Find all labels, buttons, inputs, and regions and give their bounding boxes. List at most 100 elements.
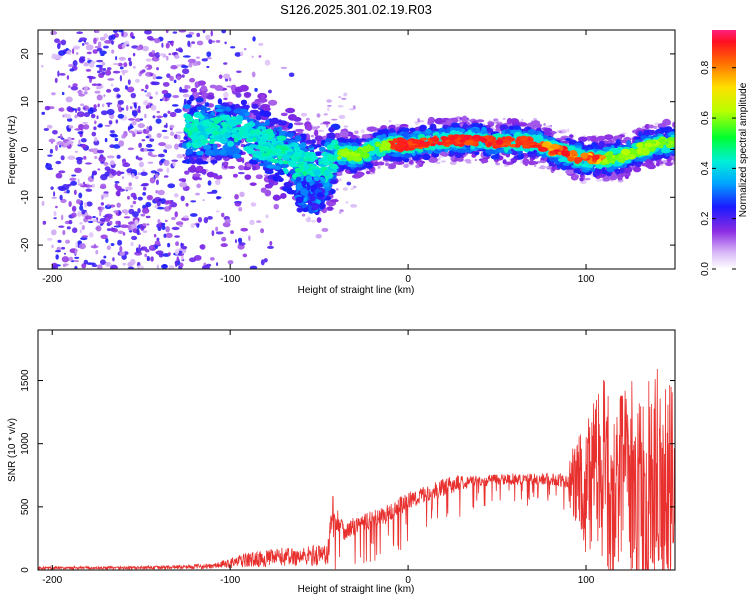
spectrogram-cell bbox=[596, 135, 606, 141]
spectrogram-cell bbox=[200, 105, 207, 112]
spectrogram-cell bbox=[146, 255, 150, 262]
spectrogram-cell bbox=[620, 132, 626, 135]
spectrogram-cell bbox=[167, 242, 171, 248]
spectrogram-cell bbox=[128, 60, 133, 67]
spectrogram-cell bbox=[155, 189, 159, 194]
spectrogram-cell bbox=[185, 148, 190, 156]
spectrogram-cell bbox=[206, 171, 215, 178]
spectrogram-cell bbox=[79, 205, 84, 211]
spectrogram-cell bbox=[195, 56, 200, 59]
spectrogram-cell bbox=[121, 135, 126, 139]
spectrogram-cell bbox=[117, 239, 123, 246]
spectrogram-cell bbox=[120, 224, 129, 229]
spectrogram-cell bbox=[306, 124, 313, 132]
spectrogram-cell bbox=[106, 155, 115, 159]
spectrogram-cell bbox=[284, 132, 295, 137]
spectrogram-cell bbox=[88, 76, 96, 80]
spectrogram-cell bbox=[187, 40, 191, 47]
spectrogram-cell bbox=[57, 185, 65, 191]
spectrogram-cell bbox=[102, 45, 110, 49]
spectrogram-cell bbox=[78, 243, 86, 250]
spectrogram-cell bbox=[96, 94, 103, 101]
spectrogram-cell bbox=[255, 114, 262, 121]
spectrogram-cell bbox=[649, 129, 656, 135]
spectrogram-cell bbox=[144, 66, 149, 69]
spectrogram-cell bbox=[163, 149, 167, 153]
spectrogram-cell bbox=[83, 85, 89, 92]
spectrogram-cell bbox=[107, 203, 111, 207]
spectrogram-cell bbox=[96, 115, 99, 120]
spectrogram-cell bbox=[68, 63, 74, 68]
spectrogram-cell bbox=[342, 187, 348, 191]
spectrogram-cell bbox=[50, 30, 58, 36]
spectrogram-cell bbox=[499, 124, 509, 131]
spectrogram-cell bbox=[144, 253, 147, 258]
spectrogram-cell bbox=[119, 251, 126, 256]
spectrogram-cell bbox=[326, 206, 334, 211]
spectrogram-cell bbox=[61, 256, 70, 263]
spectrogram-cell bbox=[246, 163, 254, 168]
spectrogram-cell bbox=[646, 164, 657, 170]
spectrogram-cell bbox=[272, 194, 281, 201]
spectrogram-cell bbox=[179, 86, 183, 93]
spectrogram-cell bbox=[174, 211, 178, 218]
spectrogram-cell bbox=[304, 151, 311, 156]
spectrogram-cell bbox=[308, 145, 314, 149]
spectrogram-cell bbox=[655, 161, 660, 167]
spectrogram-cell bbox=[199, 160, 209, 165]
spectrogram-cell bbox=[179, 262, 184, 268]
spectrogram-cell bbox=[408, 160, 414, 165]
spectrogram-cell bbox=[249, 109, 259, 114]
spectrogram-cell bbox=[112, 30, 118, 34]
spectrogram-cell bbox=[134, 118, 142, 122]
spectrogram-cell bbox=[604, 134, 614, 141]
spectrogram-cell bbox=[206, 57, 212, 60]
spectrogram-cell bbox=[74, 150, 78, 153]
spectrogram-cell bbox=[98, 155, 106, 163]
spectrogram-cell bbox=[266, 164, 277, 169]
spectrogram-cell bbox=[136, 265, 144, 269]
chart-title: S126.2025.301.02.19.R03 bbox=[280, 2, 432, 17]
spectrogram-cell bbox=[260, 94, 265, 100]
spectrogram-cell bbox=[596, 178, 603, 182]
spectrogram-cell bbox=[243, 91, 252, 98]
spectrogram-cell bbox=[130, 92, 137, 99]
spectrogram-cell bbox=[538, 166, 541, 169]
spectrogram-cell bbox=[184, 170, 190, 175]
spectrogram-cell bbox=[568, 134, 574, 138]
spectrogram-cell bbox=[403, 163, 409, 168]
spectrogram-cell bbox=[143, 100, 149, 106]
spectrogram-cell bbox=[199, 244, 206, 250]
spectrogram-cell bbox=[155, 179, 159, 186]
spectrogram-cell bbox=[83, 62, 89, 67]
spectrogram-cell bbox=[422, 153, 431, 161]
spectrogram-cell bbox=[91, 131, 97, 137]
spectrogram-cell bbox=[118, 210, 121, 215]
spectrogram-cell bbox=[294, 128, 304, 133]
spectrogram-cell bbox=[89, 262, 96, 265]
spectrogram-cell bbox=[71, 227, 78, 234]
spectrogram-cell bbox=[161, 129, 168, 133]
spectrogram-cell bbox=[131, 173, 135, 179]
spectrogram-cell bbox=[137, 196, 143, 201]
spectrogram-cell bbox=[240, 227, 249, 232]
spectrogram-cell bbox=[154, 173, 159, 179]
spectrogram-cell bbox=[196, 32, 201, 38]
spectrogram-cell bbox=[77, 183, 84, 186]
spectrogram-cell bbox=[206, 94, 215, 100]
spectrogram-cell bbox=[150, 73, 153, 77]
spectrogram-cell bbox=[350, 187, 354, 190]
spectrogram-cell bbox=[80, 138, 87, 143]
spectrogram-cell bbox=[71, 174, 77, 177]
spectrogram-cell bbox=[518, 150, 523, 154]
spectrogram-cell bbox=[326, 144, 333, 151]
spectrogram-cell bbox=[202, 30, 206, 34]
spectrogram-cell bbox=[338, 178, 342, 182]
spectrogram-cell bbox=[103, 191, 109, 194]
spectrogram-cell bbox=[146, 126, 149, 132]
spectrogram-cell bbox=[174, 54, 180, 59]
spectrogram-cell bbox=[46, 124, 53, 129]
spectrogram-cell bbox=[99, 211, 102, 217]
